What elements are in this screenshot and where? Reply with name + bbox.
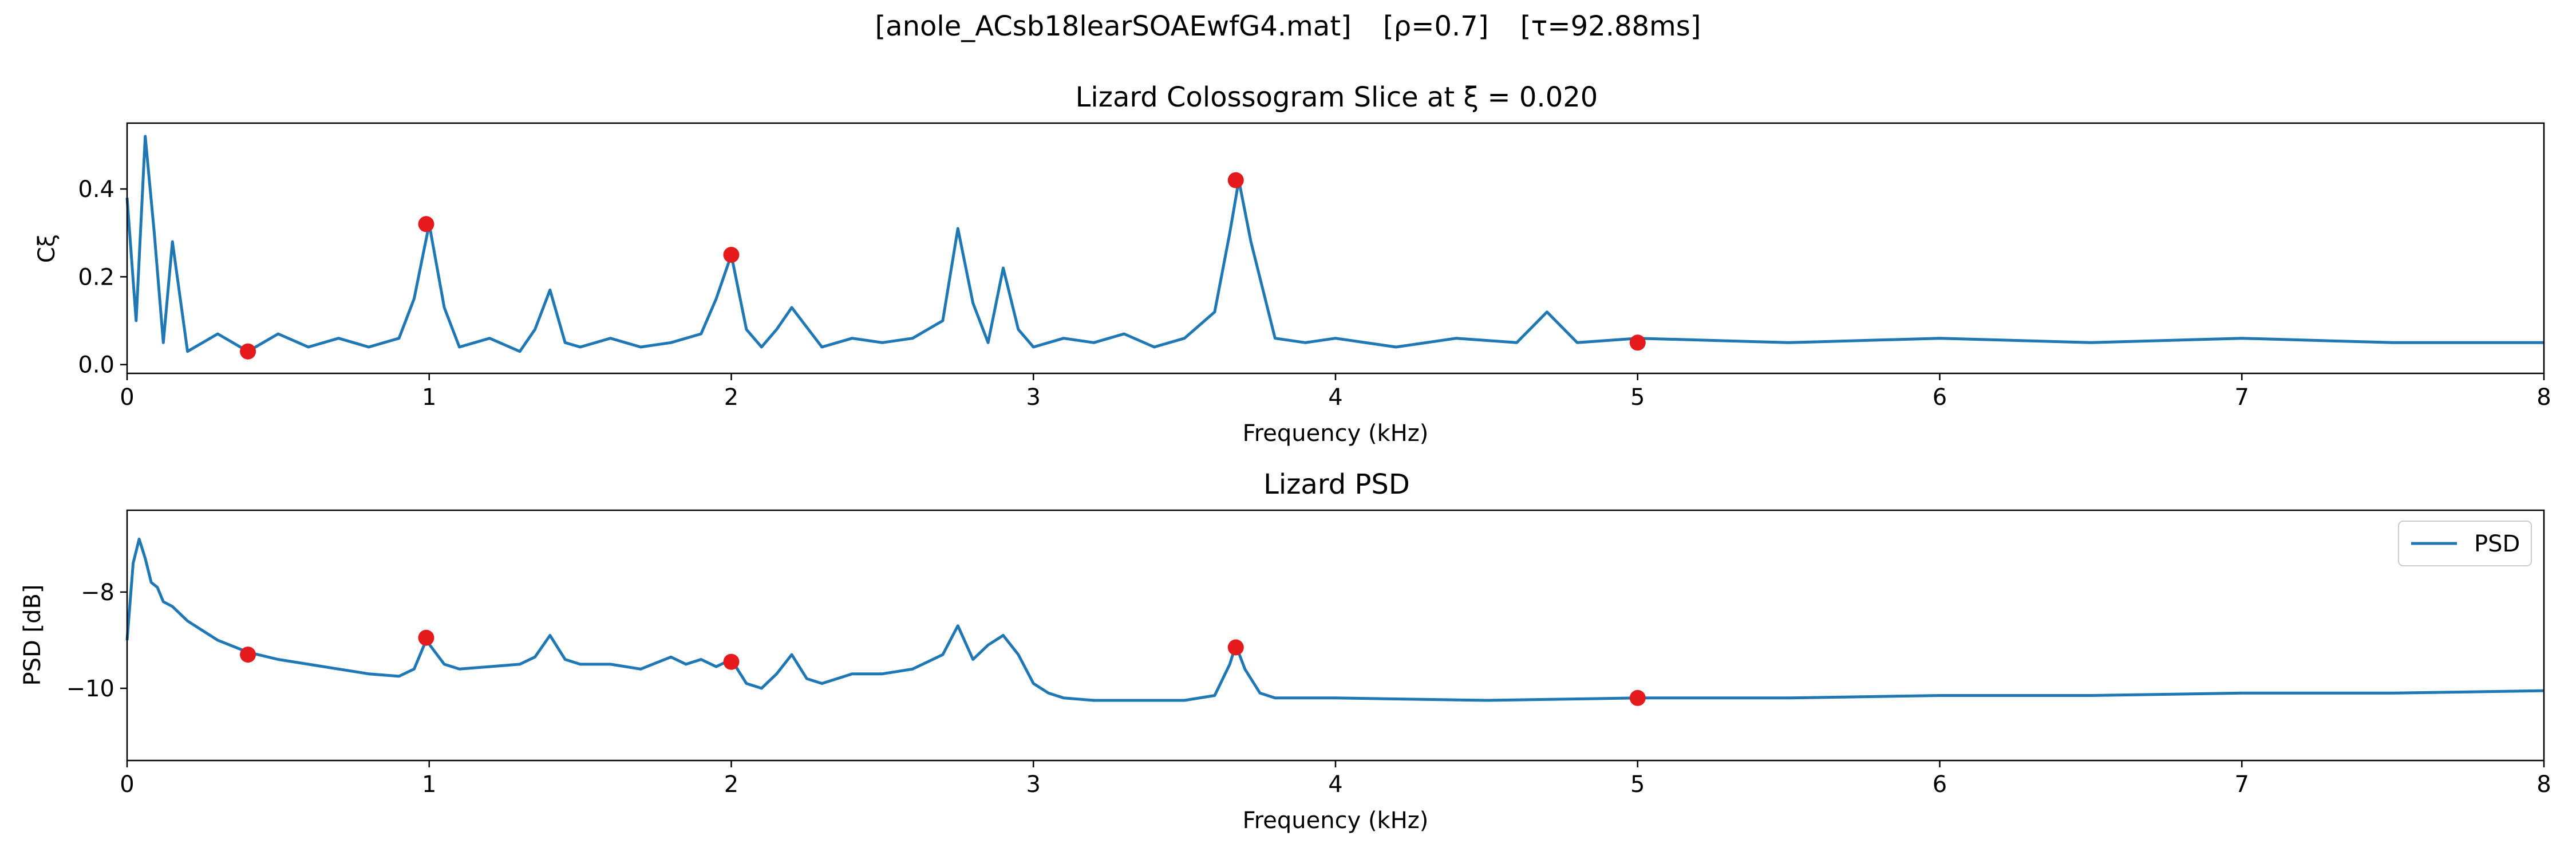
- psd-x-tick-label: 4: [1328, 771, 1342, 798]
- psd-panel: Lizard PSD 0 1 2 3 4 5 6 7 8 −10 −8 Frequency (kH…: [19, 468, 2551, 834]
- colossogram-y-axis-label: Cξ: [34, 234, 60, 263]
- psd-y-axis-label: PSD [dB]: [19, 584, 46, 685]
- colossogram-peak-marker: [723, 247, 740, 263]
- psd-x-tick-label: 2: [724, 771, 738, 798]
- colossogram-title: Lizard Colossogram Slice at ξ = 0.020: [1076, 81, 1598, 113]
- psd-peak-marker: [418, 629, 434, 646]
- psd-legend-label: PSD: [2474, 531, 2520, 557]
- psd-x-tick-label: 6: [1933, 771, 1947, 798]
- suptitle-filename: [anole_ACsb18learSOAEwfG4.mat]: [875, 10, 1351, 42]
- psd-x-tick-label: 8: [2537, 771, 2551, 798]
- colossogram-x-tick-label: 6: [1933, 384, 1947, 411]
- colossogram-x-tick-label: 7: [2235, 384, 2249, 411]
- colossogram-marker-layer: [240, 172, 1646, 360]
- colossogram-x-ticks: 0 1 2 3 4 5 6 7 8: [120, 373, 2551, 411]
- colossogram-x-tick-label: 3: [1026, 384, 1041, 411]
- colossogram-series-layer: [125, 135, 2544, 353]
- colossogram-y-tick-label: 0.2: [78, 264, 114, 290]
- colossogram-peak-marker: [1629, 334, 1646, 351]
- psd-legend-box: [2398, 521, 2532, 566]
- colossogram-panel: Lizard Colossogram Slice at ξ = 0.020 0 1…: [34, 81, 2551, 447]
- psd-x-tick-label: 1: [422, 771, 436, 798]
- psd-x-tick-label: 3: [1026, 771, 1041, 798]
- psd-title: Lizard PSD: [1263, 468, 1410, 501]
- colossogram-x-tick-label: 4: [1328, 384, 1342, 411]
- colossogram-x-tick-label: 1: [422, 384, 436, 411]
- psd-x-ticks: 0 1 2 3 4 5 6 7 8: [120, 761, 2551, 798]
- psd-x-axis-label: Frequency (kHz): [1243, 807, 1429, 834]
- colossogram-series-line: [125, 135, 2544, 353]
- colossogram-x-tick-label: 2: [724, 384, 738, 411]
- colossogram-y-ticks: 0.0 0.2 0.4: [78, 176, 127, 379]
- colossogram-x-tick-label: 8: [2537, 384, 2551, 411]
- colossogram-y-tick-label: 0.4: [78, 176, 114, 203]
- colossogram-x-tick-label: 0: [120, 384, 134, 411]
- psd-peak-marker: [723, 653, 740, 670]
- colossogram-peak-marker: [418, 216, 434, 233]
- psd-peak-marker: [1629, 689, 1646, 706]
- psd-peak-marker: [240, 647, 256, 663]
- psd-x-tick-label: 5: [1630, 771, 1645, 798]
- psd-x-tick-label: 7: [2235, 771, 2249, 798]
- suptitle-rho: [ρ=0.7]: [1383, 10, 1488, 42]
- psd-y-ticks: −10 −8: [66, 580, 127, 702]
- psd-y-tick-label: −10: [66, 676, 114, 702]
- psd-marker-layer: [240, 629, 1646, 706]
- psd-x-tick-label: 0: [120, 771, 134, 798]
- colossogram-y-tick-label: 0.0: [78, 352, 114, 379]
- figure-suptitle: [anole_ACsb18learSOAEwfG4.mat] [ρ=0.7] […: [875, 10, 1701, 42]
- colossogram-x-tick-label: 5: [1630, 384, 1645, 411]
- psd-y-tick-label: −8: [81, 580, 114, 606]
- suptitle-tau: [τ=92.88ms]: [1520, 10, 1701, 42]
- colossogram-peak-marker: [240, 343, 256, 360]
- colossogram-peak-marker: [1227, 172, 1244, 188]
- psd-peak-marker: [1227, 639, 1244, 656]
- colossogram-x-axis-label: Frequency (kHz): [1243, 420, 1429, 447]
- psd-legend: PSD: [2398, 521, 2532, 566]
